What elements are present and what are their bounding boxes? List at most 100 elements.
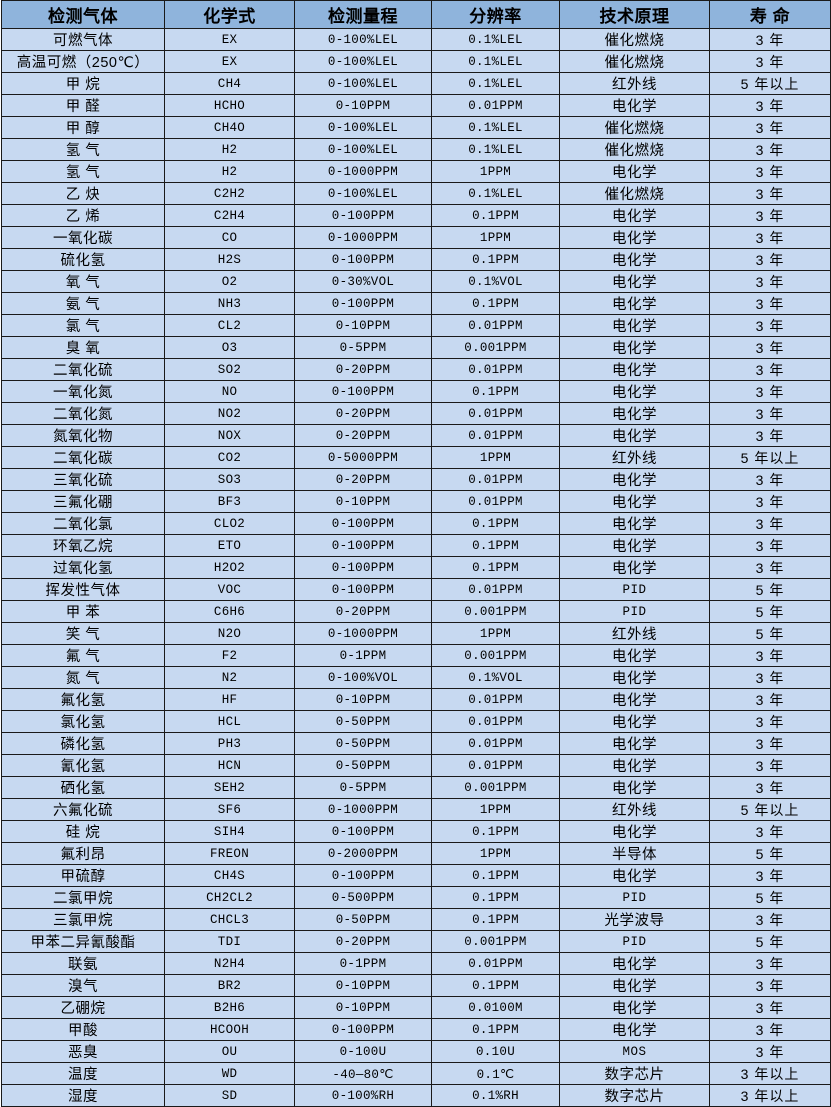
cell-formula: CO2 bbox=[164, 446, 295, 469]
cell-name: 过氧化氢 bbox=[1, 556, 165, 579]
cell-formula: H2O2 bbox=[164, 556, 295, 579]
cell-life: 3 年 bbox=[709, 644, 831, 667]
table-row: 氟利昂 FREON 0-2000PPM 1PPM 半导体 5 年 bbox=[1, 842, 831, 865]
cell-name: 氟利昂 bbox=[1, 842, 165, 865]
cell-life: 3 年 bbox=[709, 94, 831, 117]
table-row: 氢 气 H2 0-100%LEL 0.1%LEL 催化燃烧 3 年 bbox=[1, 138, 831, 161]
cell-tech: 电化学 bbox=[559, 732, 710, 755]
cell-life: 5 年以上 bbox=[709, 72, 831, 95]
cell-res: 0.1PPM bbox=[431, 380, 560, 403]
cell-res: 0.001PPM bbox=[431, 600, 560, 623]
cell-formula: SF6 bbox=[164, 798, 295, 821]
cell-tech: 红外线 bbox=[559, 622, 710, 645]
cell-res: 1PPM bbox=[431, 446, 560, 469]
cell-tech: 电化学 bbox=[559, 402, 710, 425]
cell-res: 0.1PPM bbox=[431, 512, 560, 535]
cell-range: 0-50PPM bbox=[294, 754, 432, 777]
cell-formula: SIH4 bbox=[164, 820, 295, 843]
table-row: 甲 烷 CH4 0-100%LEL 0.1%LEL 红外线 5 年以上 bbox=[1, 72, 831, 95]
cell-tech: 电化学 bbox=[559, 380, 710, 403]
cell-formula: NH3 bbox=[164, 292, 295, 315]
cell-life: 3 年 bbox=[709, 248, 831, 271]
cell-tech: 电化学 bbox=[559, 688, 710, 711]
cell-range: 0-20PPM bbox=[294, 424, 432, 447]
table-row: 甲硫醇 CH4S 0-100PPM 0.1PPM 电化学 3 年 bbox=[1, 864, 831, 887]
cell-formula: SD bbox=[164, 1084, 295, 1107]
cell-range: 0-10PPM bbox=[294, 974, 432, 997]
cell-res: 0.01PPM bbox=[431, 358, 560, 381]
cell-res: 0.001PPM bbox=[431, 930, 560, 953]
table-row: 恶臭 OU 0-100U 0.10U MOS 3 年 bbox=[1, 1040, 831, 1063]
cell-range: 0-1000PPM bbox=[294, 226, 432, 249]
cell-life: 3 年 bbox=[709, 314, 831, 337]
table-row: 湿度 SD 0-100%RH 0.1%RH 数字芯片 3 年以上 bbox=[1, 1084, 831, 1107]
cell-range: 0-1000PPM bbox=[294, 798, 432, 821]
cell-tech: 电化学 bbox=[559, 996, 710, 1019]
cell-life: 5 年以上 bbox=[709, 798, 831, 821]
cell-range: 0-5PPM bbox=[294, 336, 432, 359]
cell-res: 0.01PPM bbox=[431, 754, 560, 777]
table-row: 磷化氢 PH3 0-50PPM 0.01PPM 电化学 3 年 bbox=[1, 732, 831, 755]
cell-life: 3 年 bbox=[709, 512, 831, 535]
cell-range: 0-100PPM bbox=[294, 292, 432, 315]
cell-formula: CH4O bbox=[164, 116, 295, 139]
cell-name: 氢 气 bbox=[1, 138, 165, 161]
cell-range: 0-50PPM bbox=[294, 908, 432, 931]
cell-range: 0-20PPM bbox=[294, 358, 432, 381]
cell-life: 5 年 bbox=[709, 930, 831, 953]
cell-formula: SEH2 bbox=[164, 776, 295, 799]
cell-res: 0.1%RH bbox=[431, 1084, 560, 1107]
cell-range: 0-500PPM bbox=[294, 886, 432, 909]
table-header: 检测气体 化学式 检测量程 分辨率 技术原理 寿 命 bbox=[1, 0, 831, 29]
cell-range: 0-100PPM bbox=[294, 578, 432, 601]
cell-name: 臭 氧 bbox=[1, 336, 165, 359]
table-row: 甲酸 HCOOH 0-100PPM 0.1PPM 电化学 3 年 bbox=[1, 1018, 831, 1041]
cell-res: 0.1%LEL bbox=[431, 72, 560, 95]
table-row: 硒化氢 SEH2 0-5PPM 0.001PPM 电化学 3 年 bbox=[1, 776, 831, 799]
cell-formula: OU bbox=[164, 1040, 295, 1063]
cell-life: 3 年 bbox=[709, 490, 831, 513]
cell-life: 3 年 bbox=[709, 226, 831, 249]
cell-formula: SO2 bbox=[164, 358, 295, 381]
cell-life: 5 年 bbox=[709, 842, 831, 865]
cell-range: 0-20PPM bbox=[294, 468, 432, 491]
cell-tech: 电化学 bbox=[559, 864, 710, 887]
cell-formula: C6H6 bbox=[164, 600, 295, 623]
cell-name: 甲 苯 bbox=[1, 600, 165, 623]
cell-tech: 催化燃烧 bbox=[559, 138, 710, 161]
cell-res: 0.1PPM bbox=[431, 864, 560, 887]
cell-life: 3 年 bbox=[709, 358, 831, 381]
table-row: 挥发性气体 VOC 0-100PPM 0.01PPM PID 5 年 bbox=[1, 578, 831, 601]
cell-name: 二氧化氯 bbox=[1, 512, 165, 535]
cell-res: 0.1%LEL bbox=[431, 138, 560, 161]
cell-tech: 电化学 bbox=[559, 512, 710, 535]
table-row: 一氧化碳 CO 0-1000PPM 1PPM 电化学 3 年 bbox=[1, 226, 831, 249]
cell-formula: N2O bbox=[164, 622, 295, 645]
cell-life: 3 年 bbox=[709, 138, 831, 161]
cell-tech: 电化学 bbox=[559, 820, 710, 843]
cell-life: 3 年 bbox=[709, 710, 831, 733]
cell-formula: CO bbox=[164, 226, 295, 249]
cell-name: 恶臭 bbox=[1, 1040, 165, 1063]
cell-range: 0-100PPM bbox=[294, 248, 432, 271]
cell-range: 0-100%LEL bbox=[294, 72, 432, 95]
cell-life: 3 年 bbox=[709, 754, 831, 777]
cell-name: 氨 气 bbox=[1, 292, 165, 315]
cell-formula: CH4S bbox=[164, 864, 295, 887]
table-row: 氟 气 F2 0-1PPM 0.001PPM 电化学 3 年 bbox=[1, 644, 831, 667]
cell-tech: 电化学 bbox=[559, 974, 710, 997]
column-header-lifespan: 寿 命 bbox=[709, 0, 831, 29]
cell-name: 氟化氢 bbox=[1, 688, 165, 711]
cell-life: 3 年 bbox=[709, 28, 831, 51]
cell-life: 3 年 bbox=[709, 336, 831, 359]
table-row: 三氧化硫 SO3 0-20PPM 0.01PPM 电化学 3 年 bbox=[1, 468, 831, 491]
cell-formula: CHCL3 bbox=[164, 908, 295, 931]
cell-range: 0-100%VOL bbox=[294, 666, 432, 689]
cell-name: 氯化氢 bbox=[1, 710, 165, 733]
table-row: 高温可燃（250℃） EX 0-100%LEL 0.1%LEL 催化燃烧 3 年 bbox=[1, 50, 831, 73]
cell-name: 三氧化硫 bbox=[1, 468, 165, 491]
cell-range: 0-10PPM bbox=[294, 996, 432, 1019]
table-row: 氯化氢 HCL 0-50PPM 0.01PPM 电化学 3 年 bbox=[1, 710, 831, 733]
cell-res: 0.001PPM bbox=[431, 776, 560, 799]
